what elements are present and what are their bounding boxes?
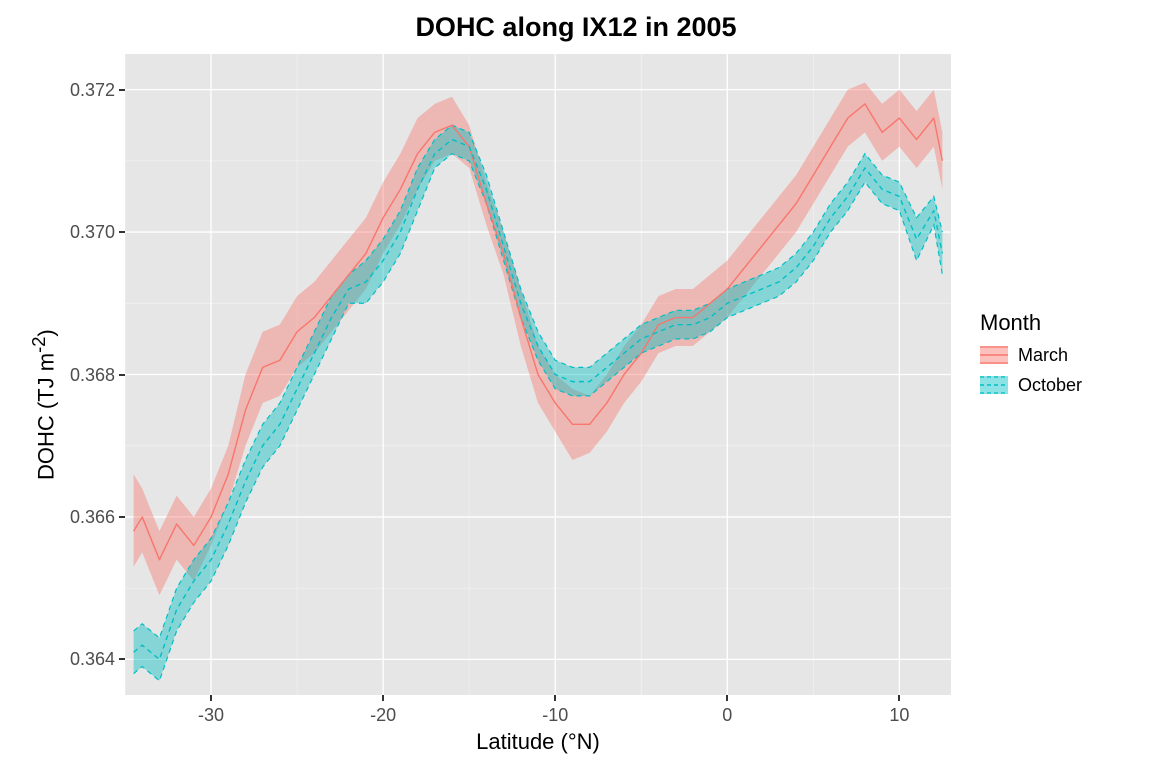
plot-panel	[125, 54, 951, 695]
tick-label: -20	[370, 705, 396, 726]
tick-mark	[119, 231, 125, 233]
tick-label: -10	[542, 705, 568, 726]
y-axis-label: DOHC (TJ m-2)	[28, 329, 59, 480]
tick-label: 0.366	[55, 507, 115, 528]
legend-label: October	[1018, 375, 1082, 396]
figure: DOHC along IX12 in 2005 DOHC (TJ m-2) La…	[0, 0, 1152, 768]
legend-key	[980, 344, 1008, 366]
tick-label: -30	[198, 705, 224, 726]
legend-items: March October	[980, 344, 1082, 396]
tick-label: 0	[722, 705, 732, 726]
tick-mark	[119, 658, 125, 660]
ylabel-suffix: )	[33, 329, 58, 336]
tick-mark	[382, 695, 384, 701]
legend-item: March	[980, 344, 1082, 366]
legend: Month March October	[980, 310, 1082, 396]
legend-title: Month	[980, 310, 1082, 336]
legend-item: October	[980, 374, 1082, 396]
tick-label: 0.364	[55, 649, 115, 670]
tick-mark	[726, 695, 728, 701]
tick-label: 0.372	[55, 80, 115, 101]
tick-mark	[119, 516, 125, 518]
tick-mark	[898, 695, 900, 701]
ylabel-sup: -2	[28, 337, 49, 353]
tick-mark	[554, 695, 556, 701]
tick-mark	[210, 695, 212, 701]
tick-label: 0.370	[55, 222, 115, 243]
tick-label: 0.368	[55, 365, 115, 386]
legend-label: March	[1018, 345, 1068, 366]
plot-svg	[125, 54, 951, 695]
tick-label: 10	[889, 705, 909, 726]
tick-mark	[119, 374, 125, 376]
tick-mark	[119, 89, 125, 91]
x-axis-label: Latitude (°N)	[125, 729, 951, 755]
legend-key	[980, 374, 1008, 396]
chart-title: DOHC along IX12 in 2005	[0, 12, 1152, 43]
